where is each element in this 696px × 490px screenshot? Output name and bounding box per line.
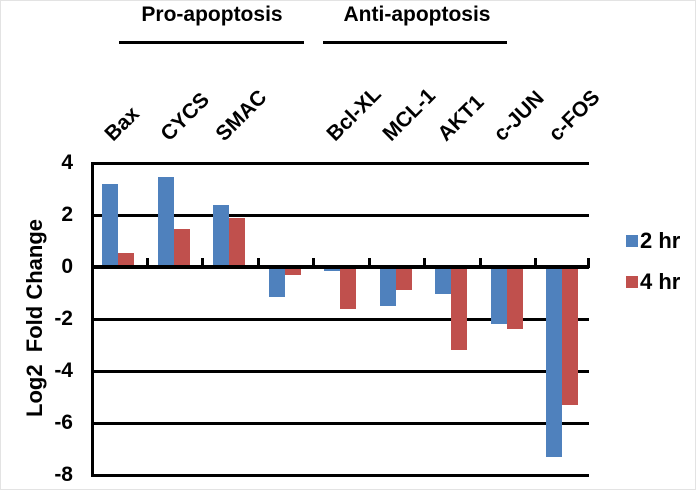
axis-tick — [423, 258, 427, 268]
bar-4hr-c-JUN — [506, 267, 523, 330]
axis-tick — [256, 258, 260, 268]
axis-tick — [201, 258, 205, 268]
y-tick-label: 0 — [61, 255, 73, 278]
x-label-MCL-1: MCL-1 — [377, 84, 440, 146]
bar-2hr-CYCS — [157, 177, 174, 267]
x-label-c-JUN: c-JUN — [488, 86, 549, 146]
bar-2hr-MCL-1 — [379, 267, 396, 306]
bar-4hr-spacer — [284, 267, 301, 275]
bar-4hr-c-FOS — [562, 267, 578, 405]
bar-4hr-Bcl-XL — [340, 267, 356, 309]
legend-label-2hr: 2 hr — [640, 228, 681, 253]
pro-apoptosis-underline — [119, 41, 304, 44]
y-tick-label: -2 — [54, 307, 73, 330]
bar-4hr-CYCS — [173, 229, 190, 267]
bar-4hr-MCL-1 — [395, 267, 412, 291]
axis-tick — [312, 258, 316, 268]
gridline-y-8 — [93, 474, 589, 477]
bar-4hr-SMAC — [229, 217, 245, 267]
axis-tick — [534, 258, 538, 268]
y-axis-line — [91, 162, 94, 477]
legend-label-4hr: 4 hr — [640, 269, 681, 294]
x-label-c-FOS: c-FOS — [544, 85, 605, 146]
group-header-anti-apoptosis: Anti-apoptosis — [343, 3, 491, 26]
axis-tick — [367, 258, 371, 268]
y-tick-label: 4 — [61, 151, 73, 174]
bar-2hr-AKT1 — [435, 267, 451, 295]
bar-4hr-Bax — [118, 252, 134, 267]
x-label-Bax: Bax — [100, 102, 144, 146]
x-label-Bcl-XL: Bcl-XL — [322, 82, 386, 146]
legend: 2 hr 4 hr — [626, 228, 680, 294]
bar-2hr-c-JUN — [490, 267, 507, 325]
y-tick-label: -4 — [54, 359, 73, 382]
anti-apoptosis-underline — [323, 41, 507, 44]
x-label-CYCS: CYCS — [155, 88, 214, 146]
legend-item-4hr: 4 hr — [626, 269, 680, 294]
bar-4hr-AKT1 — [451, 267, 467, 351]
gridline-y4 — [93, 162, 589, 165]
group-header-pro-apoptosis: Pro-apoptosis — [141, 3, 283, 26]
legend-swatch-4hr-icon — [626, 275, 638, 288]
x-label-AKT1: AKT1 — [433, 90, 489, 146]
legend-item-2hr: 2 hr — [626, 228, 680, 253]
x-axis-line — [93, 265, 589, 269]
axis-tick — [478, 258, 482, 268]
bar-2hr-spacer — [268, 267, 285, 297]
legend-swatch-2hr-icon — [626, 234, 638, 247]
y-tick-label: 2 — [61, 203, 73, 226]
axis-tick — [145, 258, 149, 268]
gridline-y-6 — [93, 422, 589, 425]
gridline-y-2 — [93, 318, 589, 321]
axis-tick — [586, 258, 590, 268]
y-tick-label: -6 — [54, 411, 73, 434]
x-label-SMAC: SMAC — [211, 85, 272, 146]
gridline-y-4 — [93, 370, 589, 373]
gridline-y2 — [93, 214, 589, 217]
bar-2hr-SMAC — [213, 204, 229, 267]
y-tick-label: -8 — [54, 463, 73, 486]
bar-2hr-Bax — [102, 183, 118, 267]
bar-2hr-c-FOS — [546, 267, 562, 457]
